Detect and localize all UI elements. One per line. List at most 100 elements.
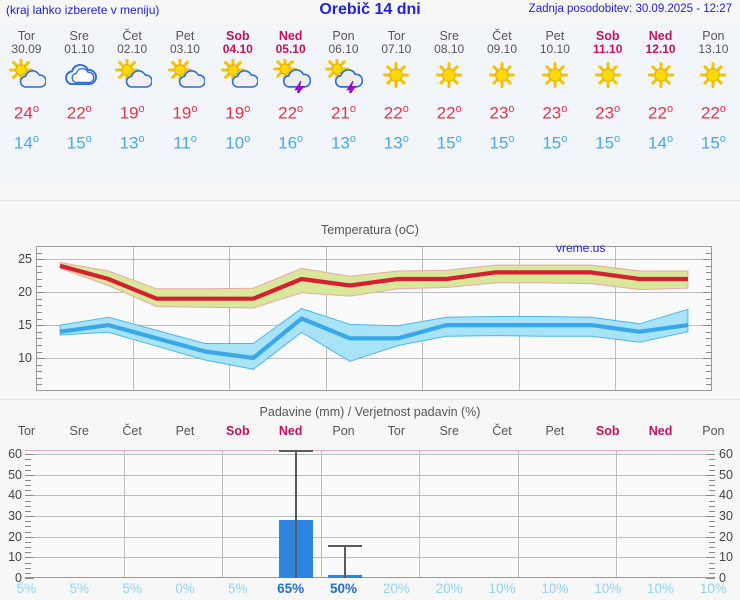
temp-max: 23o	[489, 103, 515, 123]
day-date: 02.10	[117, 42, 148, 56]
plot-border	[25, 577, 715, 578]
precipitation-probability: 65%	[277, 581, 305, 596]
axis-tick	[25, 505, 31, 507]
axis-tick	[25, 536, 34, 538]
precipitation-y-axis-label: 30	[8, 509, 22, 524]
forecast-day-column[interactable]: Tor 07.10 22o 13o	[370, 22, 423, 155]
axis-tick	[706, 272, 712, 274]
forecast-day-column[interactable]: Pon 06.10 21o 13o	[317, 22, 370, 155]
axis-tick	[706, 318, 712, 320]
precipitation-day-label: Pet	[175, 424, 195, 438]
gridline-vertical	[517, 450, 519, 578]
axis-tick	[36, 338, 42, 340]
precipitation-day-labels: Tor Sre Čet Pet Sob Ned Pon Tor Sre Čet Pet Sob Ned P…	[0, 424, 740, 438]
temp-min: 15o	[489, 132, 515, 153]
axis-tick	[25, 500, 31, 502]
axis-tick	[25, 567, 31, 569]
temperature-y-axis-label: 15	[18, 318, 32, 333]
temp-max: 21o	[330, 103, 356, 123]
thunderstorm-icon	[317, 56, 370, 97]
temperature-y-axis-label: 25	[18, 252, 32, 267]
forecast-day-column[interactable]: Sre 08.10 22o 15o	[423, 22, 476, 155]
axis-tick	[706, 364, 712, 366]
axis-tick	[709, 490, 715, 492]
axis-tick	[25, 552, 31, 554]
axis-tick	[25, 516, 34, 518]
thunderstorm-icon	[264, 56, 317, 97]
forecast-day-column[interactable]: Sob 11.10 23o 15o	[581, 22, 634, 155]
axis-tick	[706, 495, 715, 497]
forecast-day-column[interactable]: Pet 10.10 23o 15o	[528, 22, 581, 155]
divider-middle	[0, 399, 740, 400]
temp-max: 19o	[119, 103, 145, 123]
temp-max: 23o	[542, 103, 568, 123]
menu-hint-text: (kraj lahko izberete v meniju)	[6, 3, 160, 17]
axis-tick	[25, 557, 34, 559]
gridline-horizontal	[25, 474, 715, 476]
forecast-day-column[interactable]: Sre 01.10 22o 15o	[53, 22, 106, 155]
forecast-day-column[interactable]: Čet 02.10 19o 13o	[106, 22, 159, 155]
axis-tick	[36, 325, 45, 327]
precipitation-probability: 0%	[175, 581, 195, 596]
gridline-horizontal	[25, 557, 715, 559]
axis-tick	[25, 572, 31, 574]
axis-tick	[706, 279, 712, 280]
forecast-day-column[interactable]: Sob 04.10 19o 10o	[211, 22, 264, 155]
temperature-chart: Temperatura (oC) 1010151520202525vreme.u…	[0, 222, 740, 394]
precipitation-day-label: Sob	[225, 424, 250, 438]
temp-max: 22o	[66, 103, 92, 123]
axis-tick	[36, 305, 42, 307]
day-name: Pet	[175, 29, 195, 43]
day-name: Pon	[332, 29, 355, 43]
precipitation-day-label: Čet	[492, 424, 512, 438]
axis-tick	[36, 311, 42, 313]
sun-behind-cloud-icon	[106, 56, 159, 96]
axis-tick	[706, 454, 715, 456]
error-bar-line	[295, 450, 298, 578]
precipitation-y-axis-label: 60	[719, 447, 733, 462]
gridline-vertical	[320, 450, 322, 578]
forecast-day-column[interactable]: Čet 09.10 23o 15o	[476, 22, 529, 155]
axis-tick	[706, 285, 712, 287]
temp-min: 10o	[225, 132, 251, 153]
temp-min: 13o	[119, 132, 145, 153]
precipitation-probability: 10%	[488, 581, 516, 596]
axis-tick	[709, 505, 715, 507]
axis-tick	[706, 311, 712, 313]
precipitation-y-axis-label: 60	[8, 447, 22, 462]
axis-tick	[703, 325, 712, 327]
precipitation-plot-area	[25, 450, 715, 579]
precipitation-probability: 5%	[16, 581, 37, 596]
axis-tick	[709, 526, 715, 528]
forecast-day-column[interactable]: Tor 30.09 24o 14o	[0, 22, 53, 155]
day-name: Pet	[545, 29, 565, 43]
temp-min: 11o	[173, 132, 197, 153]
axis-tick	[706, 351, 712, 353]
precipitation-y-axis-label: 20	[719, 529, 733, 544]
plot-border	[36, 246, 37, 391]
forecast-day-column[interactable]: Ned 05.10 22o 16o	[264, 22, 317, 155]
axis-tick	[25, 562, 31, 564]
temp-min: 15o	[436, 132, 462, 153]
axis-tick	[36, 331, 42, 333]
axis-tick	[36, 371, 42, 373]
axis-tick	[709, 521, 715, 523]
axis-tick	[706, 384, 712, 386]
day-date: 13.10	[698, 42, 729, 56]
day-date: 09.10	[487, 42, 518, 56]
forecast-day-column[interactable]: Ned 12.10 22o 14o	[634, 22, 687, 155]
precipitation-y-axis-label: 0	[15, 571, 22, 585]
precipitation-probability: 10%	[647, 581, 675, 596]
temp-min: 14o	[648, 132, 674, 153]
day-name: Čet	[122, 29, 142, 43]
axis-tick	[706, 371, 712, 373]
plot-border	[36, 246, 712, 247]
forecast-day-column[interactable]: Pon 13.10 22o 15o	[687, 22, 740, 155]
precipitation-day-label: Ned	[648, 424, 673, 438]
day-name: Ned	[278, 29, 303, 43]
axis-tick	[709, 572, 715, 574]
axis-tick	[709, 510, 715, 512]
forecast-day-column[interactable]: Pet 03.10 19o 11o	[159, 22, 212, 155]
axis-tick	[25, 495, 34, 497]
gridline-horizontal	[25, 516, 715, 518]
